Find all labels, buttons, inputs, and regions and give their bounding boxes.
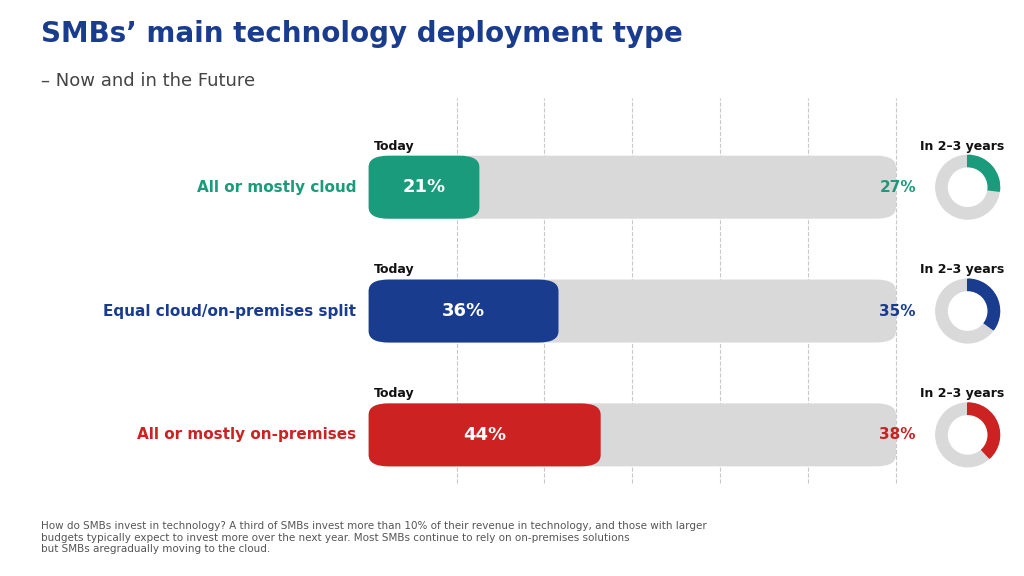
Wedge shape	[968, 403, 999, 458]
Text: In 2–3 years: In 2–3 years	[920, 139, 1005, 153]
Circle shape	[948, 168, 987, 206]
Circle shape	[948, 416, 987, 454]
Text: Today: Today	[374, 263, 415, 276]
Text: Today: Today	[374, 139, 415, 153]
Text: In 2–3 years: In 2–3 years	[920, 263, 1005, 276]
Text: 35%: 35%	[880, 304, 915, 319]
Text: Equal cloud/on-premises split: Equal cloud/on-premises split	[103, 304, 356, 319]
Text: 44%: 44%	[463, 426, 506, 444]
Text: 27%: 27%	[880, 180, 915, 195]
Circle shape	[936, 279, 999, 343]
Text: 36%: 36%	[442, 302, 485, 320]
Text: In 2–3 years: In 2–3 years	[920, 387, 1005, 400]
Wedge shape	[968, 156, 999, 191]
Circle shape	[948, 292, 987, 330]
Circle shape	[936, 156, 999, 219]
Text: How do SMBs invest in technology? A third of SMBs invest more than 10% of their : How do SMBs invest in technology? A thir…	[41, 521, 707, 555]
Text: All or mostly on-premises: All or mostly on-premises	[137, 427, 356, 442]
Text: SMBs’ main technology deployment type: SMBs’ main technology deployment type	[41, 20, 683, 48]
Text: – Now and in the Future: – Now and in the Future	[41, 72, 255, 90]
Circle shape	[936, 403, 999, 467]
Wedge shape	[968, 279, 999, 330]
Text: Today: Today	[374, 387, 415, 400]
Text: 38%: 38%	[880, 427, 915, 442]
Text: 21%: 21%	[402, 178, 445, 196]
Text: All or mostly cloud: All or mostly cloud	[197, 180, 356, 195]
